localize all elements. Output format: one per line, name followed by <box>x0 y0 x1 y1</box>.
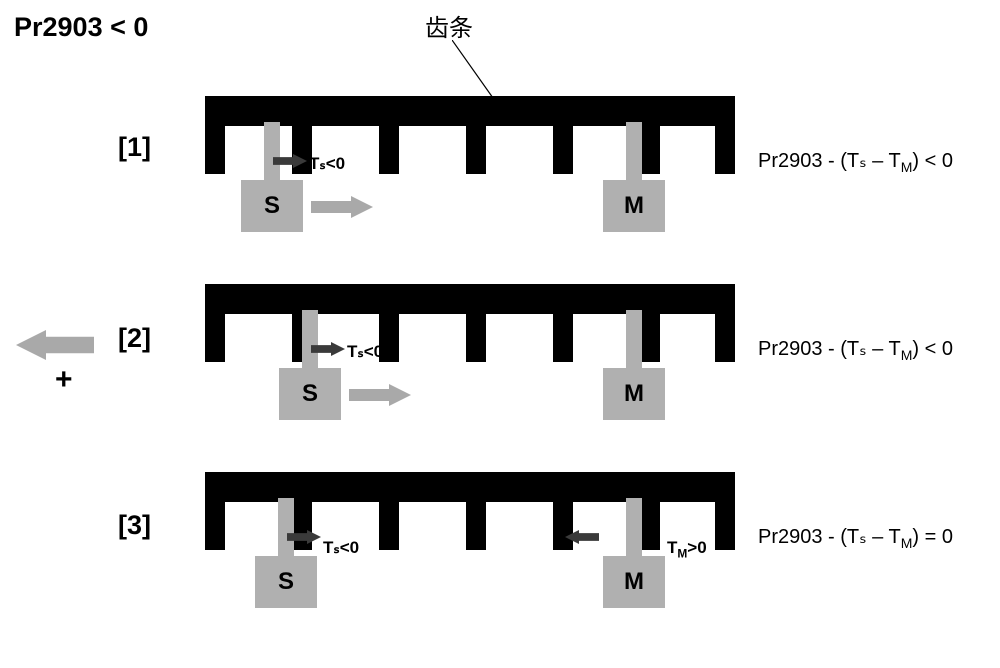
rack-label: 齿条 <box>425 8 473 43</box>
step-label-2: [2] <box>118 323 151 354</box>
diagram-canvas: Pr2903 < 0 齿条 + [1] [2] [3] S M Tₛ<0 Pr2903 - (Tₛ… <box>0 0 1000 668</box>
motor-s-letter: S <box>255 568 317 596</box>
equation-3: Pr2903 - (Tₛ – TM) = 0 <box>758 524 953 551</box>
motor-s-letter: S <box>279 380 341 408</box>
step-label-1: [1] <box>118 132 151 163</box>
rack-tooth <box>379 126 399 174</box>
rack-tooth <box>205 314 225 362</box>
plus-sign: + <box>55 363 73 397</box>
panel-1: S M Tₛ<0 <box>205 96 735 256</box>
page-title: Pr2903 < 0 <box>14 12 148 43</box>
ts-arrow <box>287 530 321 549</box>
motor-m-letter: M <box>603 568 665 596</box>
rack-tooth <box>466 314 486 362</box>
ts-arrow <box>311 342 345 361</box>
ts-arrow <box>273 154 307 173</box>
rack-tooth <box>715 314 735 362</box>
rack-tooth <box>205 126 225 174</box>
ts-label: Tₛ<0 <box>309 154 345 174</box>
motor-s-letter: S <box>241 192 303 220</box>
rack-tooth <box>715 126 735 174</box>
rack-tooth <box>640 314 660 362</box>
rack-tooth <box>379 502 399 550</box>
step-label-3: [3] <box>118 510 151 541</box>
motor-m-letter: M <box>603 192 665 220</box>
rack-tooth <box>553 126 573 174</box>
panel-2: S M Tₛ<0 <box>205 284 735 444</box>
rack-tooth <box>640 502 660 550</box>
rack-bar <box>205 284 735 314</box>
leader-line <box>452 40 495 100</box>
rack-tooth <box>553 314 573 362</box>
move-arrow <box>349 384 411 411</box>
rack-bar <box>205 96 735 126</box>
tm-label: TM>0 <box>667 538 707 560</box>
rack-tooth <box>466 126 486 174</box>
tm-arrow <box>565 530 599 549</box>
rack-tooth <box>205 502 225 550</box>
rack-tooth <box>640 126 660 174</box>
ts-label: Tₛ<0 <box>347 342 383 362</box>
panel-3: S M Tₛ<0 TM>0 <box>205 472 735 632</box>
rack-tooth <box>715 502 735 550</box>
positive-direction-arrow <box>16 330 94 365</box>
equation-1: Pr2903 - (Tₛ – TM) < 0 <box>758 148 953 175</box>
rack-tooth <box>466 502 486 550</box>
move-arrow <box>311 196 373 223</box>
ts-label: Tₛ<0 <box>323 538 359 558</box>
motor-m-letter: M <box>603 380 665 408</box>
equation-2: Pr2903 - (Tₛ – TM) < 0 <box>758 336 953 363</box>
